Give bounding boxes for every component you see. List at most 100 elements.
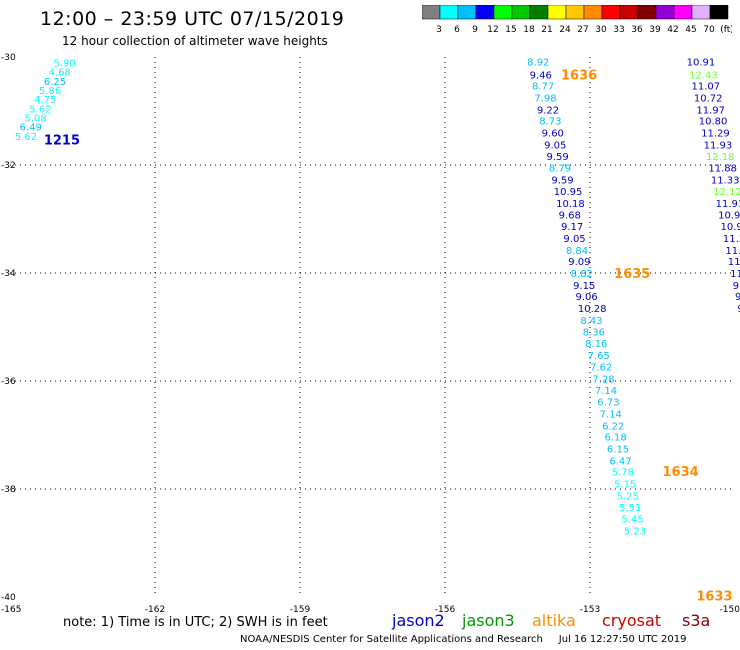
swh-value-label: 5.23 — [624, 527, 646, 538]
swh-value-label: 9.31 — [735, 292, 740, 303]
track-time-label: 1635 — [614, 267, 650, 282]
scale-label: 3 — [436, 25, 442, 35]
swh-value-label: 9.05 — [544, 140, 566, 151]
swh-value-label: 7.28 — [592, 374, 614, 385]
satellite-legend-jason2: jason2 — [391, 611, 445, 630]
scale-label: 12 — [487, 25, 498, 35]
scale-label: 42 — [667, 25, 678, 35]
satellite-legend-s3a: s3a — [682, 611, 710, 630]
swh-value-label: 9.46 — [530, 70, 552, 81]
swh-value-label: 7.65 — [588, 351, 610, 362]
scale-label: 39 — [649, 25, 661, 35]
swh-value-label: 10.18 — [556, 199, 585, 210]
swh-value-label: 8.84 — [566, 246, 588, 257]
swh-value-label: 8.43 — [580, 316, 602, 327]
chart-title: 12:00 – 23:59 UTC 07/15/2019 — [40, 8, 345, 30]
scale-label: 33 — [613, 25, 624, 35]
scale-label: (ft) — [720, 25, 732, 35]
swh-value-label: 11.91 — [716, 199, 740, 210]
swh-value-label: 9.59 — [551, 176, 573, 187]
footer-credit: NOAA/NESDIS Center for Satellite Applica… — [240, 634, 686, 645]
swh-value-label: 9.68 — [559, 211, 581, 222]
y-tick-label: -34 — [1, 269, 16, 279]
satellite-legend-altika: altika — [532, 611, 576, 630]
swh-value-label: 8.92 — [527, 57, 549, 68]
chart-subtitle: 12 hour collection of altimeter wave hei… — [62, 34, 328, 48]
swh-value-label: 8.79 — [549, 164, 571, 175]
swh-value-label: 10.72 — [694, 94, 723, 105]
swh-value-label: 5.08 — [25, 113, 47, 124]
swh-value-label: 4.68 — [49, 68, 71, 79]
x-tick-label: -153 — [580, 605, 600, 615]
swh-value-label: 11.37 — [725, 246, 740, 257]
swh-value-label: 5.62 — [29, 104, 51, 115]
swh-value-label: 6.73 — [597, 398, 619, 409]
swh-value-label: 9.59 — [547, 152, 569, 163]
y-tick-label: -32 — [1, 161, 16, 171]
swh-value-label: 9.15 — [573, 281, 595, 292]
swh-value-label: 10.28 — [578, 304, 607, 315]
swh-value-label: 7.14 — [595, 386, 617, 397]
swh-value-label: 5.86 — [39, 86, 61, 97]
swh-value-label: 5.15 — [614, 480, 636, 491]
scale-label: 24 — [559, 25, 571, 35]
swh-value-label: 10.95 — [718, 211, 740, 222]
swh-value-label: 11.88 — [708, 164, 737, 175]
swh-value-label: 9.92 — [733, 281, 740, 292]
swh-value-label: 11.37 — [723, 234, 740, 245]
swh-value-label: 10.95 — [721, 222, 740, 233]
swh-value-label: 6.22 — [602, 421, 624, 432]
x-tick-label: -150 — [720, 605, 740, 615]
swh-value-label: 5.25 — [617, 491, 639, 502]
scale-label: 36 — [631, 25, 643, 35]
track-time-label: 1636 — [561, 68, 597, 83]
swh-value-label: 6.25 — [44, 77, 66, 88]
swh-value-label: 6.47 — [609, 456, 631, 467]
swh-value-label: 9.30 — [737, 304, 740, 315]
y-tick-label: -36 — [1, 377, 16, 387]
y-tick-label: -40 — [1, 593, 16, 603]
x-tick-label: -165 — [1, 605, 21, 615]
swh-value-label: 6.49 — [20, 123, 42, 134]
scale-swatch — [709, 5, 729, 20]
swh-value-label: 10.80 — [699, 117, 728, 128]
scale-label: 45 — [685, 25, 696, 35]
x-tick-label: -159 — [290, 605, 311, 615]
swh-value-label: 12.43 — [689, 70, 718, 81]
footer-note: note: 1) Time is in UTC; 2) SWH is in fe… — [63, 615, 328, 630]
scale-label: 21 — [541, 25, 552, 35]
swh-value-label: 10.91 — [687, 57, 716, 68]
swh-value-label: 7.14 — [600, 409, 622, 420]
swh-value-label: 11.93 — [704, 140, 733, 151]
swh-value-label: 8.36 — [583, 327, 605, 338]
scale-label: 30 — [595, 25, 607, 35]
swh-value-label: 9.22 — [537, 105, 559, 116]
scale-label: 6 — [454, 25, 460, 35]
footer-timestamp: Jul 16 12:27:50 UTC 2019 — [558, 634, 687, 645]
swh-value-label: 9.06 — [576, 292, 598, 303]
swh-value-label: 11.97 — [696, 105, 725, 116]
swh-value-label: 6.18 — [605, 433, 627, 444]
swh-value-label: 5.45 — [621, 515, 643, 526]
credit-text: NOAA/NESDIS Center for Satellite Applica… — [240, 634, 543, 645]
track-time-label: 1634 — [663, 465, 699, 480]
swh-value-label: 8.16 — [585, 339, 607, 350]
track-time-label: 1633 — [696, 589, 732, 604]
y-tick-label: -30 — [1, 53, 16, 63]
scale-label: 70 — [703, 25, 715, 35]
satellite-legend-jason3: jason3 — [461, 611, 515, 630]
x-tick-label: -162 — [145, 605, 165, 615]
swh-value-label: 5.78 — [612, 468, 634, 479]
swh-value-label: 7.98 — [534, 94, 556, 105]
swh-value-label: 12.12 — [713, 187, 740, 198]
swh-value-label: 11.29 — [701, 129, 730, 140]
track-time-label: 1215 — [44, 134, 80, 149]
swh-value-label: 6.15 — [607, 445, 629, 456]
swh-value-label: 8.77 — [532, 82, 554, 93]
swh-value-label: 9.09 — [568, 257, 590, 268]
x-tick-label: -156 — [435, 605, 456, 615]
scale-label: 15 — [505, 25, 516, 35]
swh-value-label: 5.62 — [15, 132, 37, 143]
